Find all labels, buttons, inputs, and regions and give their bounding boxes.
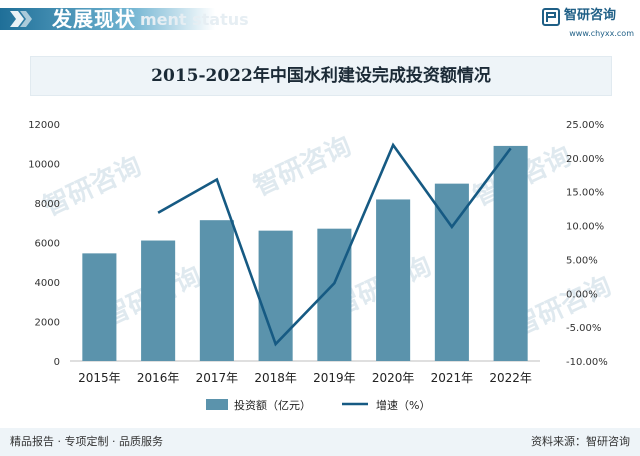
legend-bar-swatch — [206, 399, 228, 410]
legend: 投资额（亿元） 增速（%） — [206, 398, 430, 412]
y-right-tick-label: 20.00% — [566, 154, 604, 165]
x-tick-label: 2016年 — [137, 371, 180, 385]
x-tick-label: 2018年 — [254, 371, 297, 385]
x-tick-label: 2020年 — [372, 371, 415, 385]
brand-name: 智研咨询 — [564, 8, 617, 23]
footer-source: 资料来源：智研咨询 — [531, 435, 630, 448]
bar — [82, 253, 117, 361]
x-tick-label: 2015年 — [78, 371, 121, 385]
header-accent-bar — [0, 8, 215, 30]
x-tick-label: 2019年 — [313, 371, 356, 385]
brand-logo: 智研咨询 www.chyxx.com — [542, 6, 634, 42]
axes-layer: 0 2000 4000 6000 8000 10000 12000 -10.00% -5.00%… — [28, 120, 608, 385]
page-header: 发展现状 ment status 智研咨询 www.chyxx.com — [0, 0, 640, 44]
line-layer — [157, 142, 512, 347]
watermark-text: 智研咨询 — [249, 130, 356, 202]
bars-layer — [82, 145, 528, 361]
bar — [199, 220, 234, 361]
chart-title-band: 2015-2022年中国水利建设完成投资额情况 — [30, 56, 612, 96]
bar — [493, 145, 528, 361]
x-tick-label: 2021年 — [431, 371, 474, 385]
chart-panel: 2015-2022年中国水利建设完成投资额情况 智研咨询智研咨询智研咨询智研咨询… — [6, 54, 634, 428]
x-tick-label: 2017年 — [196, 371, 239, 385]
y-right-tick-label: -10.00% — [566, 357, 608, 368]
y-left-tick-label: 2000 — [35, 318, 60, 329]
page-footer: 精品报告 · 专项定制 · 品质服务 资料来源：智研咨询 — [0, 428, 640, 456]
brand-logo-icon — [542, 8, 560, 26]
y-right-tick-label: 15.00% — [566, 188, 604, 199]
bar — [258, 230, 293, 361]
legend-line-label: 增速（%） — [376, 398, 430, 412]
footer-tagline: 精品报告 · 专项定制 · 品质服务 — [10, 435, 163, 448]
y-right-tick-label: -5.00% — [566, 323, 601, 334]
y-right-tick-label: 25.00% — [566, 120, 604, 131]
y-left-tick-label: 12000 — [28, 120, 60, 131]
chart-title: 2015-2022年中国水利建设完成投资额情况 — [151, 66, 491, 86]
section-ghost-subtitle: ment status — [140, 10, 249, 29]
bar — [376, 199, 411, 361]
x-tick-label: 2022年 — [489, 371, 532, 385]
y-right-tick-label: 0.00% — [566, 289, 598, 300]
brand-url: www.chyxx.com — [569, 29, 634, 38]
combo-chart: 智研咨询智研咨询智研咨询智研咨询智研咨询智研咨询 020004000600080… — [28, 120, 616, 412]
y-left-tick-label: 4000 — [35, 278, 60, 289]
y-right-tick-label: 10.00% — [566, 222, 604, 233]
section-title: 发展现状 — [52, 7, 136, 31]
y-left-tick-label: 6000 — [35, 239, 60, 250]
chevron-right-icon — [10, 11, 32, 27]
y-right-tick-label: 5.00% — [566, 255, 598, 266]
y-left-tick-label: 8000 — [35, 199, 60, 210]
y-left-tick-label: 10000 — [28, 160, 60, 171]
y-left-tick-label: 0 — [54, 357, 60, 368]
legend-bar-label: 投资额（亿元） — [234, 398, 311, 412]
bar — [141, 240, 176, 361]
